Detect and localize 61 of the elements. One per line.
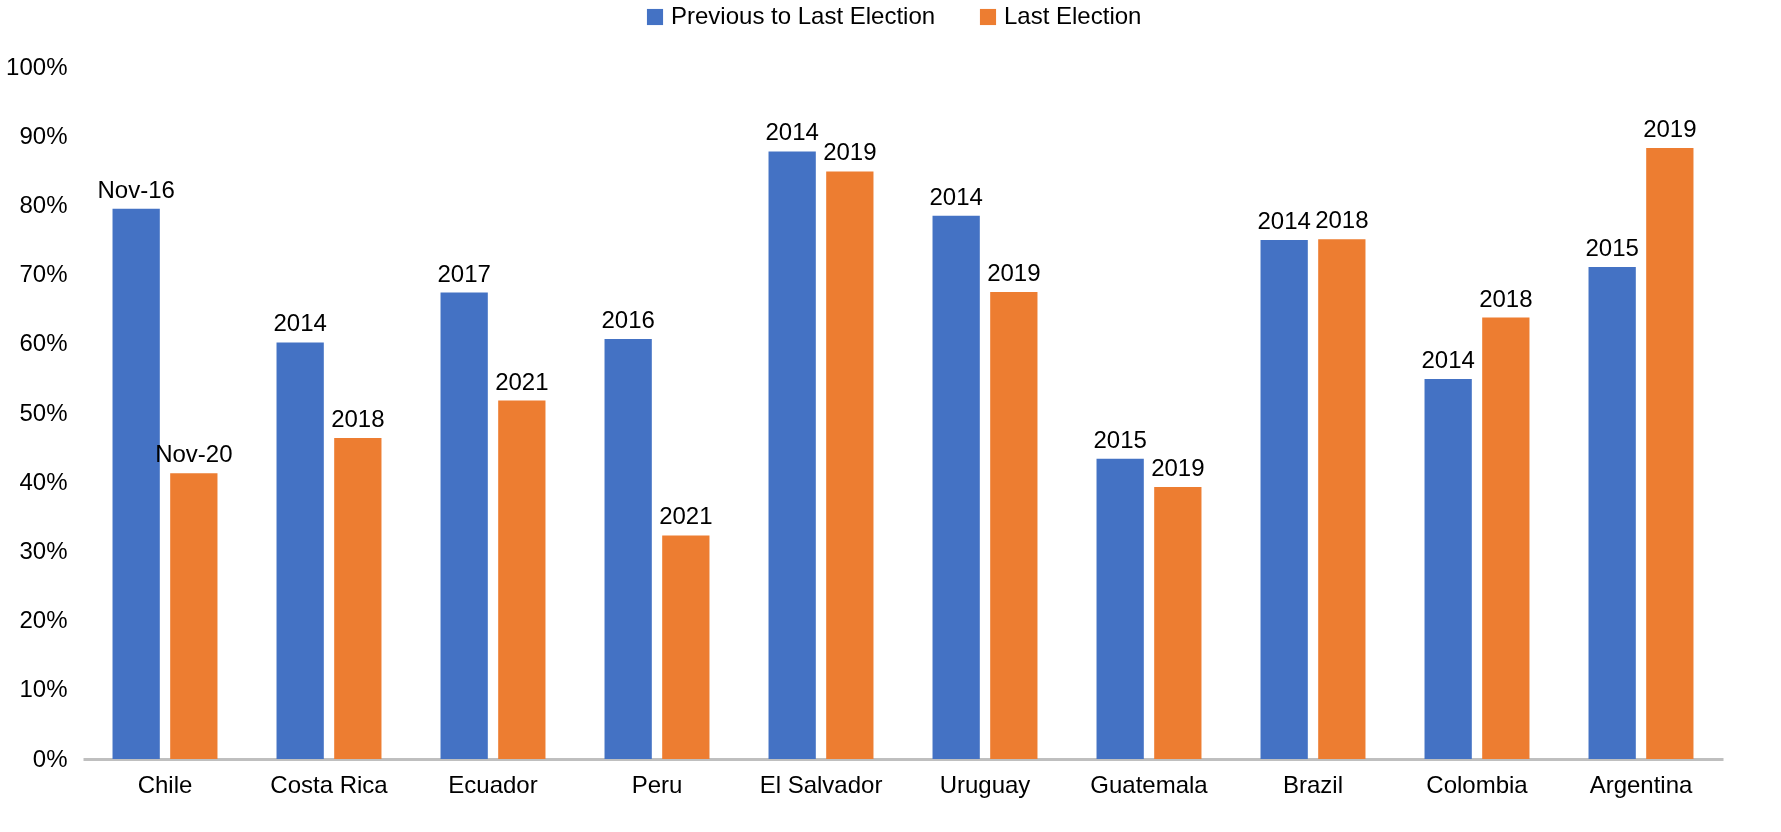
bar xyxy=(440,292,488,759)
y-tick-label: 70% xyxy=(19,260,68,288)
annotation: 2021 xyxy=(495,367,549,395)
x-tick-label: Chile xyxy=(137,770,193,798)
x-tick-label: Ecuador xyxy=(448,770,538,798)
bar xyxy=(498,400,546,759)
annotation: 2018 xyxy=(1479,284,1533,312)
annotation: 2015 xyxy=(1093,425,1147,453)
bar xyxy=(1096,458,1144,759)
x-tick-label: Peru xyxy=(631,770,683,798)
annotation: 2019 xyxy=(987,258,1041,286)
bar xyxy=(1318,239,1366,759)
x-tick-label: Colombia xyxy=(1426,770,1529,798)
annotation: Nov-16 xyxy=(97,175,175,203)
annotation: 2019 xyxy=(823,138,877,166)
annotation: 2017 xyxy=(437,259,491,287)
annotation: 2021 xyxy=(659,502,713,530)
legend-label: Last Election xyxy=(1004,2,1142,29)
bar xyxy=(1482,317,1530,759)
annotation: 2015 xyxy=(1585,233,1639,261)
bar xyxy=(662,535,710,759)
x-tick-label: Guatemala xyxy=(1090,770,1209,798)
x-tick-label: Brazil xyxy=(1282,770,1344,798)
bar xyxy=(990,291,1038,759)
bar xyxy=(334,437,382,759)
bar xyxy=(276,342,324,759)
annotation: 2014 xyxy=(765,118,819,146)
y-tick-label: 40% xyxy=(19,467,68,495)
x-tick-label: Argentina xyxy=(1589,770,1694,798)
bar xyxy=(1588,266,1636,759)
annotation: 2019 xyxy=(1151,454,1205,482)
x-tick-label: Costa Rica xyxy=(270,770,389,798)
y-tick-label: 60% xyxy=(19,329,68,357)
bar xyxy=(932,215,980,759)
y-tick-label: 0% xyxy=(32,744,68,772)
y-tick-label: 50% xyxy=(19,398,68,426)
annotation: 2014 xyxy=(1257,207,1311,234)
bar xyxy=(1424,379,1472,759)
bar xyxy=(170,473,218,759)
bar xyxy=(604,338,652,759)
y-tick-label: 20% xyxy=(19,606,68,634)
annotation: 2018 xyxy=(331,404,385,432)
legend-label: Previous to Last Election xyxy=(671,2,936,29)
annotation: 2014 xyxy=(273,309,327,337)
bar xyxy=(1260,240,1308,759)
annotation: 2018 xyxy=(1315,206,1369,234)
y-tick-label: 30% xyxy=(19,536,68,564)
y-tick-label: 90% xyxy=(19,121,68,149)
annotation: 2019 xyxy=(1643,114,1697,142)
bar xyxy=(768,151,816,759)
annotation: 2014 xyxy=(929,182,983,210)
bar xyxy=(1154,487,1202,759)
y-tick-label: 80% xyxy=(19,190,68,218)
bar xyxy=(1646,147,1694,759)
x-tick-label: Uruguay xyxy=(939,770,1031,798)
bar xyxy=(826,171,874,759)
y-tick-label: 100% xyxy=(6,52,68,80)
y-tick-label: 10% xyxy=(19,675,68,703)
annotation: 2014 xyxy=(1421,346,1475,374)
x-tick-label: El Salvador xyxy=(759,770,883,798)
annotation: 2016 xyxy=(601,305,655,333)
